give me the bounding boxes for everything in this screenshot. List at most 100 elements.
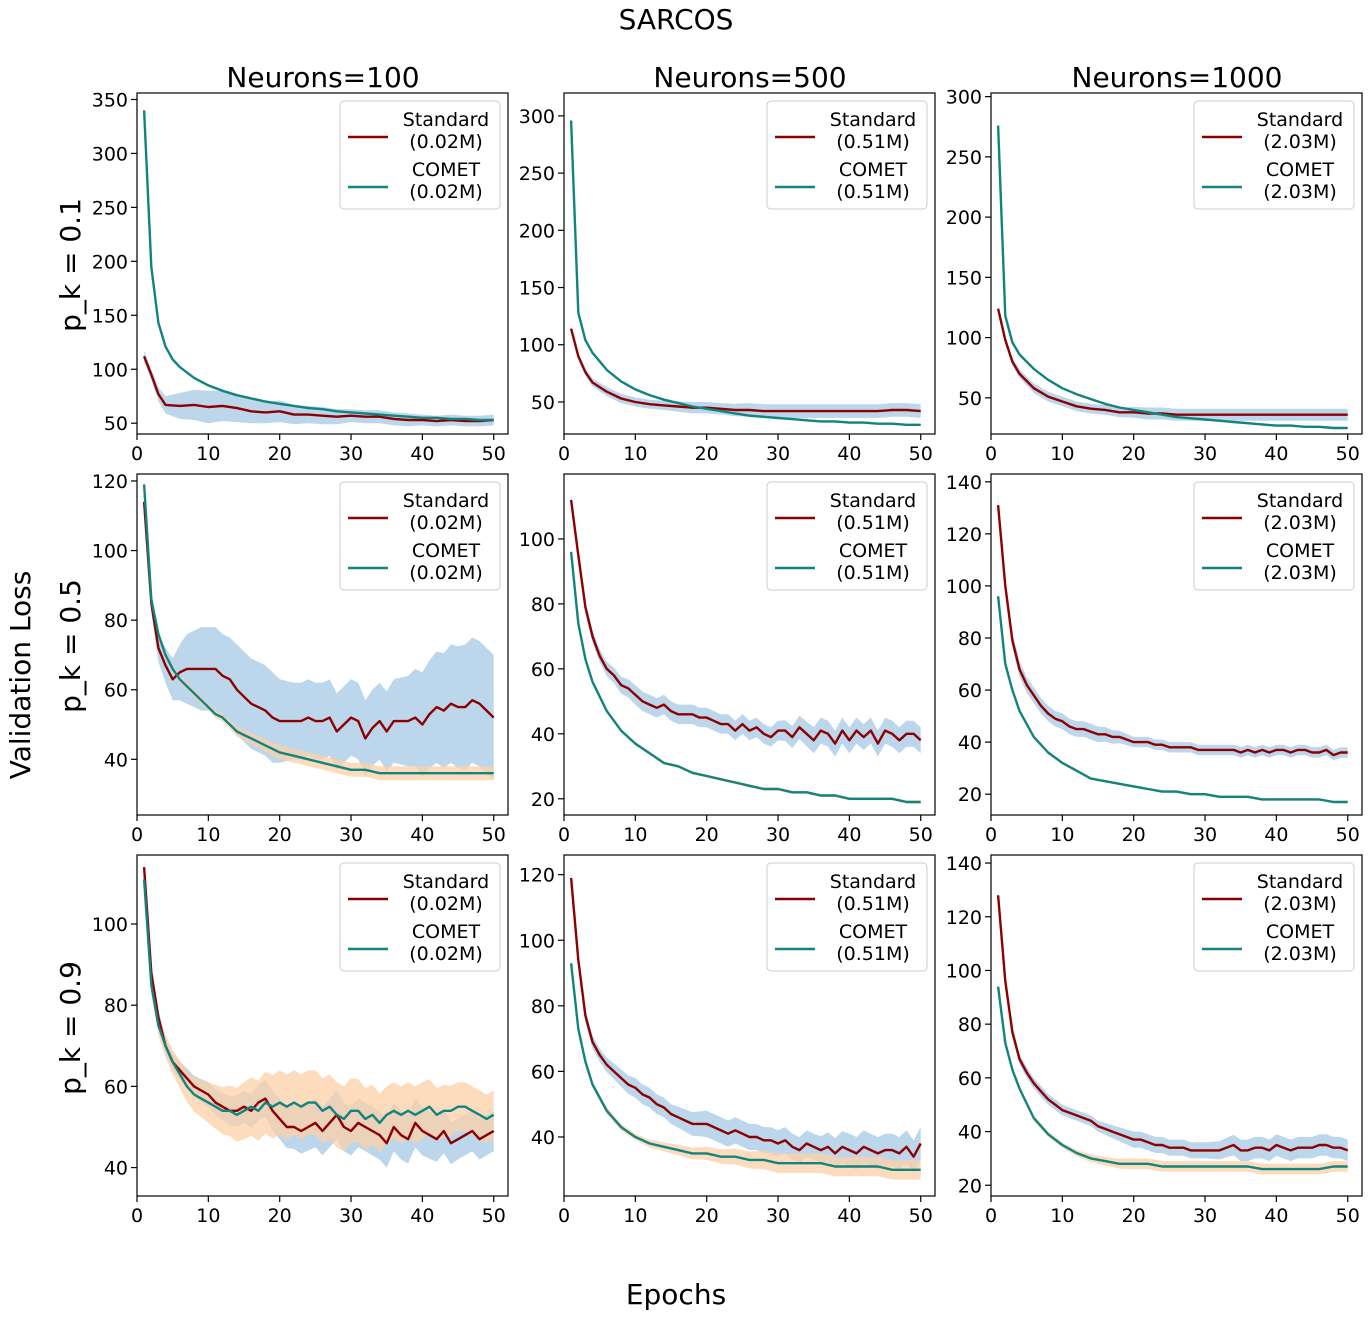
series-line-standard [569,877,922,1158]
x-tick-label: 50 [482,443,506,465]
y-tick-label: 100 [519,335,555,357]
x-tick-label: 40 [837,824,861,846]
y-tick-label: 300 [92,143,128,165]
x-tick-label: 30 [339,443,363,465]
x-tick-label: 10 [196,824,220,846]
axes-frame [990,854,1363,1197]
y-tick-label: 200 [92,251,128,273]
legend-params-comet: (0.02M) [409,181,483,203]
x-tick-label: 0 [131,824,143,846]
axes-frame [990,473,1363,816]
x-tick-label: 50 [482,1205,506,1227]
x-tick-label: 20 [695,443,719,465]
legend-box [339,481,501,591]
panel-r2-c3: 0 10 20 30 40 5020406080100120140Standard(2.0… [946,472,1363,846]
x-tick-label: 0 [558,1205,570,1227]
legend-label-comet: COMET [1266,540,1335,562]
legend-box [766,481,928,591]
x-tick-label: 30 [766,824,790,846]
x-tick-label: 50 [1336,824,1360,846]
axes-frame [136,92,509,435]
legend: Standard(0.51M)COMET(0.51M) [766,481,928,591]
x-tick-label: 10 [196,1205,220,1227]
column-title-3: Neurons=1000 [1072,61,1283,94]
y-tick-label: 120 [946,524,982,546]
x-tick-label: 40 [837,443,861,465]
panel-r2-c2: 0 10 20 30 40 5020406080100Standard(0.51M)COM… [519,473,936,846]
x-tick-label: 50 [1336,443,1360,465]
legend-label-standard: Standard [403,490,489,512]
y-tick-label: 20 [531,789,555,811]
x-tick-label: 20 [268,824,292,846]
legend-label-standard: Standard [1257,490,1343,512]
y-tick-label: 60 [531,659,555,681]
x-tick-label: 20 [1122,1205,1146,1227]
legend-label-standard: Standard [830,490,916,512]
x-tick-label: 30 [1193,1205,1217,1227]
legend-params-standard: (0.02M) [409,512,483,534]
x-tick-label: 40 [410,1205,434,1227]
y-tick-label: 100 [519,529,555,551]
x-tick-label: 20 [695,1205,719,1227]
legend-params-standard: (2.03M) [1263,131,1337,153]
series-line-comet [996,596,1348,804]
x-tick-label: 30 [1193,443,1217,465]
legend-box [766,862,928,972]
legend-params-comet: (0.02M) [409,943,483,965]
y-tick-label: 200 [946,207,982,229]
legend-label-comet: COMET [412,159,481,181]
row-label-2: p_k = 0.5 [54,579,87,713]
x-tick-label: 20 [695,824,719,846]
x-tick-label: 0 [131,443,143,465]
x-tick-label: 10 [196,443,220,465]
y-tick-label: 150 [946,267,982,289]
legend-label-comet: COMET [412,921,481,943]
series-line-standard [996,895,1349,1152]
series-line-comet [569,120,921,426]
legend-box [1193,862,1355,972]
x-tick-label: 0 [985,443,997,465]
legend-label-comet: COMET [1266,159,1335,181]
legend: Standard(2.03M)COMET(2.03M) [1193,100,1355,210]
y-tick-label: 200 [519,220,555,242]
axes-frame [136,854,509,1197]
legend-params-comet: (0.02M) [409,562,483,584]
y-tick-label: 40 [531,1127,555,1149]
legend-label-standard: Standard [830,871,916,893]
y-tick-label: 100 [92,541,128,563]
column-title-1: Neurons=100 [226,61,419,94]
y-tick-label: 250 [946,147,982,169]
series-line-comet [142,879,495,1125]
legend-label-standard: Standard [1257,871,1343,893]
legend-params-comet: (2.03M) [1263,562,1337,584]
x-tick-label: 10 [623,824,647,846]
figure-title: SARCOS [619,3,734,36]
x-tick-label: 30 [1193,824,1217,846]
legend: Standard(0.02M)COMET(0.02M) [339,481,501,591]
x-tick-label: 10 [1050,443,1074,465]
legend-params-standard: (0.02M) [409,893,483,915]
x-tick-label: 40 [1264,1205,1288,1227]
y-tick-label: 60 [104,680,128,702]
y-tick-label: 300 [519,106,555,128]
legend-params-standard: (0.51M) [836,131,910,153]
y-tick-label: 140 [946,472,982,494]
x-tick-label: 30 [766,1205,790,1227]
column-title-2: Neurons=500 [653,61,846,94]
x-tick-label: 40 [1264,824,1288,846]
axes-frame [563,473,936,816]
std-band-standard [144,494,494,781]
y-axis-label: Validation Loss [4,571,37,780]
y-tick-label: 40 [531,724,555,746]
y-tick-label: 100 [519,930,555,952]
panel-r1-c3: 0 10 20 30 40 5050100150200250300Standard(2.0… [946,87,1363,465]
legend-box [766,100,928,210]
y-tick-label: 150 [519,278,555,300]
y-tick-label: 60 [958,680,982,702]
x-tick-label: 0 [985,1205,997,1227]
panel-r3-c3: 0 10 20 30 40 5020406080100120140Standard(2.0… [946,853,1363,1227]
legend-box [1193,481,1355,591]
x-tick-label: 0 [131,1205,143,1227]
